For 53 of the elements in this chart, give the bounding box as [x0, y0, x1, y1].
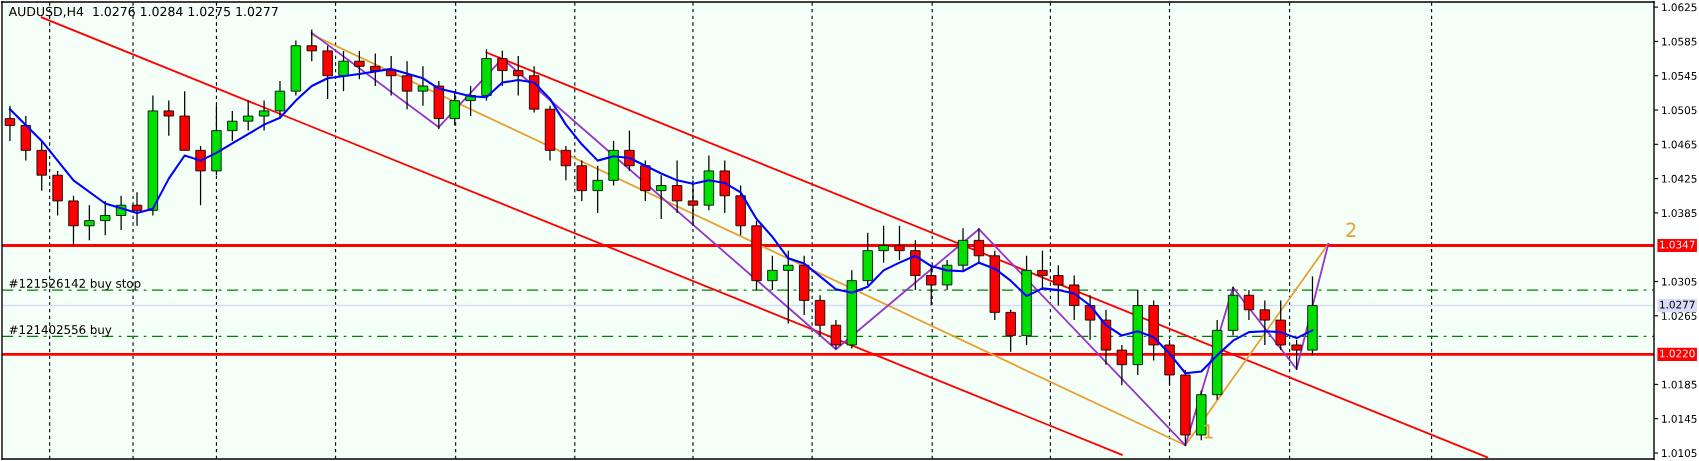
candlestick: [1259, 299, 1271, 346]
candlestick: [84, 204, 95, 241]
candlestick: [560, 145, 572, 181]
candlestick: [1243, 289, 1255, 321]
ref-line-label: 1.0220: [1660, 349, 1695, 358]
candlestick: [1053, 264, 1064, 307]
y-tick-label: 1.0185: [1662, 380, 1697, 389]
candlestick: [878, 225, 889, 264]
y-tick-label: 1.0145: [1662, 414, 1697, 423]
y-tick-label: 1.0465: [1662, 140, 1697, 149]
candlestick: [830, 319, 842, 350]
annotation: 1: [1204, 424, 1213, 439]
y-tick-label: 1.0105: [1662, 449, 1697, 458]
ref-line-label: #121526142 buy stop: [9, 278, 141, 291]
candlestick: [417, 65, 429, 107]
candlestick: [258, 99, 270, 132]
candlestick: [227, 110, 238, 142]
candlestick: [513, 55, 524, 97]
candlestick: [1037, 250, 1048, 291]
candlestick: [195, 145, 206, 206]
ref-line-label: 1.0277: [1660, 300, 1695, 309]
candlestick: [274, 80, 286, 120]
candlestick: [401, 60, 413, 110]
candlestick: [306, 28, 317, 62]
annotation: 2: [1346, 222, 1356, 237]
line-series: [8, 67, 1314, 375]
candlestick: [385, 55, 397, 97]
candlestick: [656, 174, 667, 220]
candlestick: [370, 52, 381, 87]
y-tick-label: 1.0265: [1662, 312, 1697, 320]
candlestick: [783, 250, 794, 325]
candlestick: [100, 200, 111, 236]
y-tick-label: 1.0305: [1662, 277, 1697, 286]
candlestick: [338, 50, 349, 92]
candlestick: [354, 50, 365, 80]
ref-line-label: #121402556 buy: [9, 324, 112, 337]
candlestick: [592, 165, 603, 214]
y-tick-label: 1.0625: [1662, 3, 1697, 12]
candlestick: [1084, 294, 1096, 341]
candlestick: [243, 99, 254, 132]
candlestick: [1069, 274, 1080, 321]
candlestick: [941, 259, 953, 291]
y-tick-label: 1.0385: [1662, 209, 1697, 218]
candlestick: [163, 99, 174, 137]
ref-line-label: 1.0347: [1660, 240, 1695, 249]
y-tick-label: 1.0585: [1662, 37, 1697, 46]
y-tick-label: 1.0545: [1662, 71, 1697, 80]
y-tick-label: 1.0505: [1662, 106, 1697, 115]
chart-title: AUDUSD,H4 1.0276 1.0284 1.0275 1.0277: [8, 6, 278, 18]
candlestick: [767, 255, 778, 291]
candlestick: [4, 105, 16, 142]
y-tick-label: 1.0425: [1662, 174, 1697, 183]
candlestick: [671, 159, 683, 214]
